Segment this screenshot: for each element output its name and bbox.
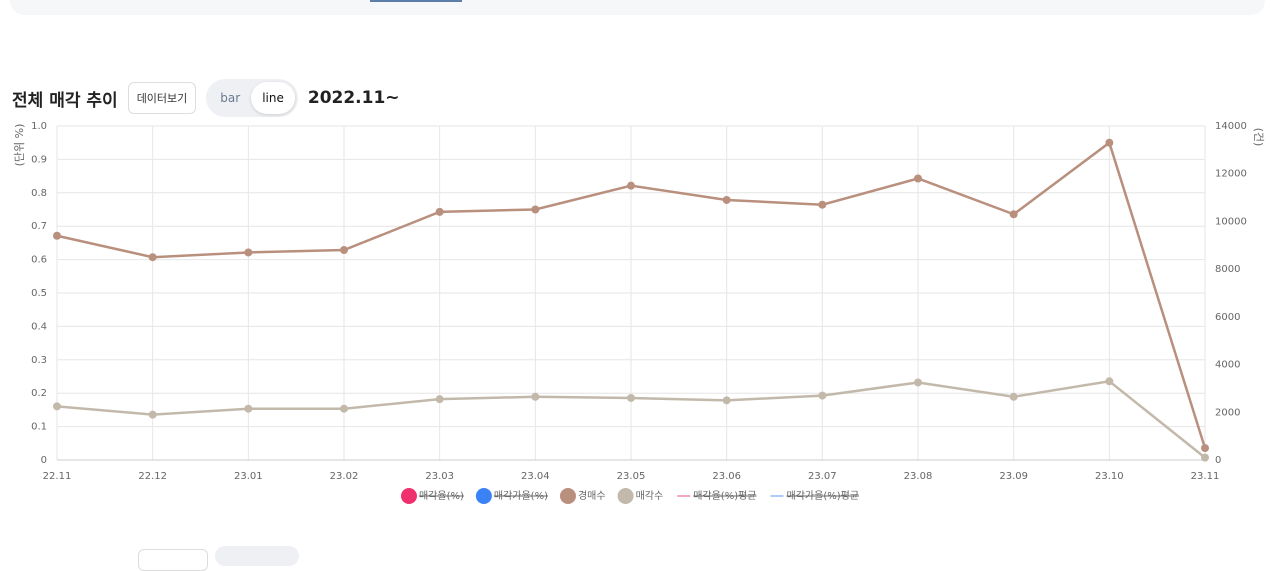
x-tick-label: 23.03 (425, 471, 454, 482)
bottom-button (138, 549, 208, 571)
legend-item: 매각율(%) (400, 488, 464, 504)
data-point (435, 395, 444, 404)
legend-item: 경매수 (559, 488, 606, 504)
x-tick-label: 23.02 (330, 471, 359, 482)
data-point (1009, 210, 1018, 219)
y2-tick-label: 2000 (1215, 407, 1240, 418)
x-tick-label: 23.06 (712, 471, 741, 482)
y-tick-label: 1.0 (31, 121, 47, 132)
x-tick-label: 23.10 (1095, 471, 1124, 482)
y2-tick-label: 0 (1215, 455, 1221, 466)
data-point (340, 404, 348, 413)
period: 2022.11~ (307, 88, 400, 108)
data-point (818, 200, 827, 209)
y2-tick-label: 10000 (1215, 216, 1247, 227)
data-point (148, 253, 157, 262)
x-tick-label: 22.11 (43, 471, 72, 482)
y2-tick-label: 6000 (1215, 312, 1240, 323)
data-point (722, 195, 731, 204)
data-point (531, 392, 540, 401)
y-tick-label: 0.3 (31, 355, 47, 366)
legend-swatch (617, 488, 634, 504)
data-point (1201, 444, 1209, 453)
x-tick-label: 23.09 (999, 471, 1028, 482)
y2-tick-label: 14000 (1215, 121, 1247, 132)
legend-swatch (559, 488, 576, 504)
data-point (914, 174, 922, 183)
data-point (722, 396, 731, 405)
x-tick-label: 23.11 (1191, 471, 1220, 482)
y-tick-label: 0.1 (31, 422, 47, 433)
x-tick-label: 22.12 (138, 471, 167, 482)
y2-axis-label: (건) (1252, 128, 1265, 147)
toggle-option[interactable]: line (251, 82, 295, 114)
y-axis-label: (단위 %) (13, 124, 26, 167)
y-tick-label: 0.9 (31, 154, 47, 165)
y-tick-label: 0.6 (31, 255, 47, 266)
y-tick-label: 0.8 (31, 188, 47, 199)
y2-tick-label: 8000 (1215, 264, 1240, 275)
data-point (340, 246, 348, 255)
bottom-toggle (215, 546, 299, 566)
legend-swatch (475, 488, 492, 504)
legend-item: 매각수 (617, 488, 664, 504)
data-point (627, 393, 635, 402)
y-tick-label: 0.4 (31, 321, 47, 332)
data-point (435, 207, 444, 216)
top-bar (10, 0, 1265, 15)
x-tick-label: 23.04 (521, 471, 550, 482)
legend: 매각율(%) 매각가율(%) 경매수 매각수 매각율(%)평균 매각가율(%)평균 (400, 488, 860, 504)
data-point (53, 402, 61, 411)
data-point (244, 248, 253, 257)
x-tick-label: 23.07 (808, 471, 837, 482)
data-point (531, 205, 540, 214)
data-point (1105, 138, 1114, 147)
legend-item: 매각가율(%)평균 (770, 490, 860, 502)
data-point (53, 231, 61, 240)
legend-label: 경매수 (578, 489, 606, 502)
y2-tick-label: 4000 (1215, 360, 1240, 371)
data-button[interactable]: 데이터보기 (127, 82, 197, 114)
legend-item: 매각가율(%) (475, 488, 548, 504)
chart-toggle: bar line (206, 79, 298, 117)
page: 전체 매각 추이 데이터보기 bar line 2022.11~ 0 0.1 0.2 0… (10, 0, 1265, 571)
data-point (244, 404, 253, 413)
y-tick-label: 0 (41, 455, 47, 466)
data-point (627, 181, 635, 190)
header: 전체 매각 추이 데이터보기 bar line 2022.11~ (12, 78, 400, 118)
legend-label: 매각수 (636, 490, 664, 502)
x-tick-label: 23.01 (234, 471, 263, 482)
data-point (818, 391, 827, 400)
data-point (1009, 392, 1018, 401)
x-tick-label: 23.05 (617, 471, 646, 482)
data-point (148, 410, 157, 419)
legend-swatch (400, 488, 417, 504)
data-point (914, 378, 922, 387)
y-tick-label: 0.7 (31, 221, 47, 232)
toggle-option[interactable]: bar (220, 91, 241, 105)
tab-underline (370, 0, 462, 2)
chart: 0 0.1 0.2 0.3 0.4 0.5 0.6 0.7 0.8 0.9 1.0 0 2000 4000… (13, 121, 1265, 504)
y-tick-label: 0.5 (31, 288, 47, 299)
section-title: 전체 매각 추이 (12, 90, 118, 111)
data-point (1105, 377, 1114, 386)
y2-tick-label: 12000 (1215, 169, 1247, 180)
x-tick-label: 23.08 (904, 471, 933, 482)
y-tick-label: 0.2 (31, 388, 47, 399)
legend-item: 매각율(%)평균 (677, 490, 757, 502)
data-point (1201, 453, 1209, 462)
